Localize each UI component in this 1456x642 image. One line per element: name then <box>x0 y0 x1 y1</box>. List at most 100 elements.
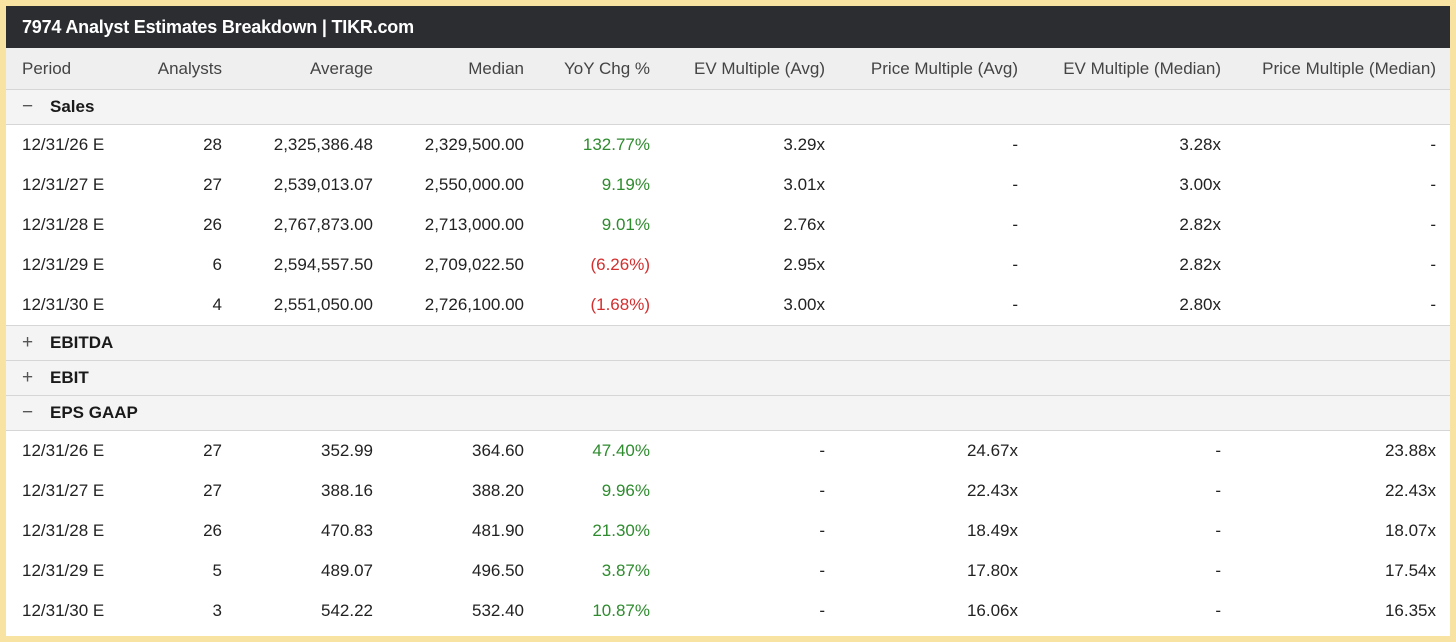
cell-price-avg: - <box>1012 215 1018 234</box>
cell-median: 364.60 <box>472 441 524 460</box>
table-body: − Sales 12/31/26 E 28 2,325,386.48 2,329,500.… <box>6 89 1450 632</box>
cell-price-median: - <box>1430 215 1436 234</box>
cell-median: 532.40 <box>472 601 524 620</box>
cell-period: 12/31/27 E <box>22 481 105 500</box>
cell-yoy: 132.77% <box>582 135 650 154</box>
estimates-table: Period Analysts Average Median YoY Chg %… <box>6 48 1450 631</box>
col-header-ev-median[interactable]: EV Multiple (Median) <box>1018 48 1221 90</box>
col-header-price-median[interactable]: Price Multiple (Median) <box>1221 48 1450 90</box>
expand-icon[interactable]: + <box>22 367 34 388</box>
cell-ev-median: 2.82x <box>1179 255 1221 274</box>
cell-period: 12/31/30 E <box>22 601 105 620</box>
cell-average: 2,767,873.00 <box>273 215 373 234</box>
cell-ev-median: 2.82x <box>1179 215 1221 234</box>
col-header-median[interactable]: Median <box>373 48 524 90</box>
cell-price-avg: - <box>1012 135 1018 154</box>
panel-title: 7974 Analyst Estimates Breakdown | TIKR.… <box>6 6 1450 48</box>
cell-price-median: - <box>1430 255 1436 274</box>
section-header-cell[interactable]: + EBIT <box>6 360 1450 396</box>
cell-ev-median: - <box>1215 441 1221 460</box>
cell-average: 2,551,050.00 <box>273 295 373 314</box>
table-row: 12/31/28 E 26 470.83 481.90 21.30% - 18.49x - 18… <box>6 511 1450 551</box>
section-label: EBIT <box>50 368 89 387</box>
section-header-cell[interactable]: + EBITDA <box>6 325 1450 361</box>
cell-ev-median: - <box>1215 481 1221 500</box>
section-ebit[interactable]: + EBIT <box>6 360 1450 396</box>
cell-period: 12/31/29 E <box>22 255 105 274</box>
col-header-price-avg[interactable]: Price Multiple (Avg) <box>825 48 1018 90</box>
cell-ev-median: 3.28x <box>1179 135 1221 154</box>
cell-yoy: (6.26%) <box>590 255 650 274</box>
cell-price-avg: 22.43x <box>966 481 1018 500</box>
col-header-average[interactable]: Average <box>222 48 373 90</box>
cell-analysts: 27 <box>203 481 222 500</box>
cell-analysts: 27 <box>203 175 222 194</box>
cell-average: 352.99 <box>321 441 373 460</box>
cell-median: 2,709,022.50 <box>424 255 524 274</box>
cell-yoy: 9.19% <box>601 175 650 194</box>
section-sales[interactable]: − Sales <box>6 89 1450 125</box>
cell-median: 481.90 <box>472 521 524 540</box>
cell-ev-median: 2.80x <box>1179 295 1221 314</box>
cell-average: 388.16 <box>321 481 373 500</box>
estimates-panel: 7974 Analyst Estimates Breakdown | TIKR.… <box>6 6 1450 636</box>
cell-ev-avg: - <box>819 441 825 460</box>
col-header-yoy[interactable]: YoY Chg % <box>524 48 650 90</box>
collapse-icon[interactable]: − <box>22 402 34 423</box>
cell-price-median: 23.88x <box>1384 441 1436 460</box>
table-row: 12/31/27 E 27 388.16 388.20 9.96% - 22.43x - 22.… <box>6 471 1450 511</box>
table-row: 12/31/30 E 3 542.22 532.40 10.87% - 16.06x - 16.… <box>6 591 1450 631</box>
cell-average: 2,325,386.48 <box>273 135 373 154</box>
cell-average: 2,594,557.50 <box>273 255 373 274</box>
collapse-icon[interactable]: − <box>22 96 34 117</box>
section-label: EPS GAAP <box>50 403 138 422</box>
cell-average: 542.22 <box>321 601 373 620</box>
cell-average: 2,539,013.07 <box>273 175 373 194</box>
cell-analysts: 5 <box>212 561 222 580</box>
cell-ev-median: - <box>1215 601 1221 620</box>
cell-analysts: 4 <box>212 295 222 314</box>
section-header-cell[interactable]: − EPS GAAP <box>6 395 1450 431</box>
cell-ev-avg: 3.29x <box>783 135 825 154</box>
table-row: 12/31/26 E 27 352.99 364.60 47.40% - 24.67x - 23… <box>6 431 1450 472</box>
expand-icon[interactable]: + <box>22 332 34 353</box>
cell-price-median: 16.35x <box>1384 601 1436 620</box>
cell-average: 489.07 <box>321 561 373 580</box>
cell-analysts: 28 <box>203 135 222 154</box>
cell-ev-avg: 2.95x <box>783 255 825 274</box>
cell-price-avg: 16.06x <box>966 601 1018 620</box>
cell-price-avg: - <box>1012 295 1018 314</box>
cell-period: 12/31/30 E <box>22 295 105 314</box>
section-label: Sales <box>50 97 95 116</box>
cell-price-median: 22.43x <box>1384 481 1436 500</box>
cell-ev-avg: - <box>819 601 825 620</box>
cell-median: 2,726,100.00 <box>424 295 524 314</box>
section-ebitda[interactable]: + EBITDA <box>6 325 1450 361</box>
cell-ev-avg: - <box>819 481 825 500</box>
cell-price-median: - <box>1430 295 1436 314</box>
cell-yoy: (1.68%) <box>590 295 650 314</box>
section-header-cell[interactable]: − Sales <box>6 89 1450 125</box>
cell-period: 12/31/28 E <box>22 215 105 234</box>
cell-median: 496.50 <box>472 561 524 580</box>
col-header-ev-avg[interactable]: EV Multiple (Avg) <box>650 48 825 90</box>
table-row: 12/31/26 E 28 2,325,386.48 2,329,500.00 132.… <box>6 125 1450 166</box>
col-header-analysts[interactable]: Analysts <box>136 48 222 90</box>
cell-price-median: 17.54x <box>1384 561 1436 580</box>
cell-price-median: - <box>1430 135 1436 154</box>
cell-period: 12/31/29 E <box>22 561 105 580</box>
cell-ev-avg: - <box>819 561 825 580</box>
cell-median: 2,550,000.00 <box>424 175 524 194</box>
cell-ev-median: - <box>1215 521 1221 540</box>
col-header-period[interactable]: Period <box>6 48 136 90</box>
cell-yoy: 21.30% <box>592 521 650 540</box>
cell-ev-avg: 3.01x <box>783 175 825 194</box>
cell-period: 12/31/26 E <box>22 441 105 460</box>
section-eps-gaap[interactable]: − EPS GAAP <box>6 395 1450 431</box>
cell-yoy: 9.01% <box>601 215 650 234</box>
table-row: 12/31/30 E 4 2,551,050.00 2,726,100.00 (1.68… <box>6 285 1450 326</box>
cell-period: 12/31/28 E <box>22 521 105 540</box>
cell-analysts: 3 <box>212 601 222 620</box>
cell-price-avg: - <box>1012 255 1018 274</box>
cell-analysts: 27 <box>203 441 222 460</box>
